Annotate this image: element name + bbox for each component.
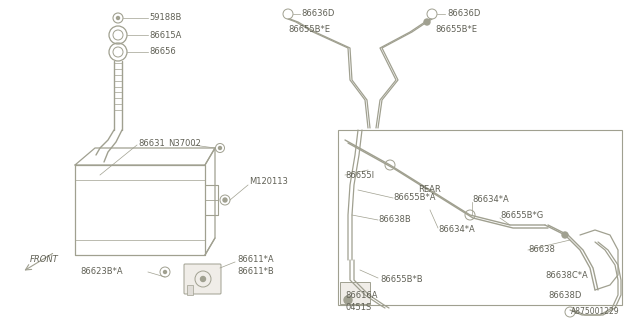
- Text: A875001229: A875001229: [572, 307, 620, 316]
- Circle shape: [344, 296, 352, 304]
- Text: 86636D: 86636D: [447, 10, 481, 19]
- Text: 86655B*E: 86655B*E: [288, 26, 330, 35]
- Text: 86638: 86638: [528, 245, 555, 254]
- Text: 86615A: 86615A: [149, 30, 181, 39]
- Circle shape: [562, 232, 568, 238]
- Text: FRONT: FRONT: [30, 255, 59, 265]
- Text: 86631: 86631: [138, 139, 164, 148]
- Circle shape: [223, 198, 227, 202]
- Bar: [340, 282, 370, 304]
- Bar: [338, 130, 622, 305]
- Circle shape: [200, 276, 205, 282]
- Text: 86655I: 86655I: [345, 171, 374, 180]
- Circle shape: [163, 270, 166, 274]
- Text: N37002: N37002: [168, 139, 201, 148]
- Text: 59188B: 59188B: [149, 13, 181, 22]
- Circle shape: [424, 19, 430, 25]
- Text: 86655B*G: 86655B*G: [500, 211, 543, 220]
- Text: 86656: 86656: [149, 47, 176, 57]
- Text: 86623B*A: 86623B*A: [80, 268, 123, 276]
- Text: 86655B*A: 86655B*A: [393, 194, 435, 203]
- Text: 86634*A: 86634*A: [472, 196, 509, 204]
- Text: 86655B*E: 86655B*E: [435, 26, 477, 35]
- Text: 86655B*B: 86655B*B: [380, 276, 422, 284]
- Circle shape: [218, 147, 221, 149]
- Bar: [187, 285, 193, 295]
- Text: M120113: M120113: [249, 178, 288, 187]
- Text: 86634*A: 86634*A: [438, 226, 475, 235]
- Circle shape: [116, 17, 120, 20]
- Text: 86638C*A: 86638C*A: [545, 270, 588, 279]
- Text: 86638B: 86638B: [378, 215, 411, 225]
- Text: 0451S: 0451S: [345, 303, 371, 313]
- FancyBboxPatch shape: [184, 264, 221, 294]
- Text: 86611*B: 86611*B: [237, 268, 274, 276]
- Text: 86611*A: 86611*A: [237, 255, 274, 265]
- Text: 86616A: 86616A: [345, 291, 378, 300]
- Text: REAR: REAR: [418, 186, 441, 195]
- Text: 86636D: 86636D: [301, 10, 334, 19]
- Text: 86638D: 86638D: [548, 291, 581, 300]
